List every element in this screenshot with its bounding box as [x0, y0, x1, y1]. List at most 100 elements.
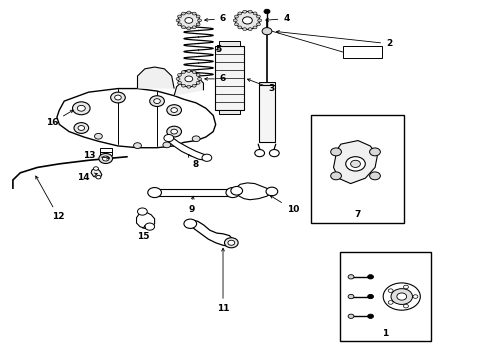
Circle shape — [253, 26, 257, 29]
Circle shape — [248, 28, 252, 31]
Circle shape — [197, 77, 201, 80]
Circle shape — [181, 71, 185, 73]
Circle shape — [115, 95, 121, 100]
Circle shape — [192, 71, 196, 73]
Circle shape — [185, 18, 193, 23]
Circle shape — [187, 69, 191, 72]
Circle shape — [154, 99, 160, 104]
Circle shape — [331, 148, 342, 156]
Bar — [259, 82, 275, 85]
Circle shape — [231, 186, 243, 195]
Circle shape — [270, 149, 279, 157]
Polygon shape — [57, 89, 216, 148]
Circle shape — [383, 283, 420, 310]
Circle shape — [202, 154, 212, 161]
Bar — [311, 116, 404, 223]
Circle shape — [369, 172, 380, 180]
Circle shape — [187, 85, 191, 88]
Circle shape — [255, 149, 265, 157]
Circle shape — [192, 84, 196, 87]
Circle shape — [224, 238, 238, 248]
Circle shape — [171, 108, 177, 112]
Circle shape — [348, 294, 354, 299]
Text: 6: 6 — [205, 75, 226, 84]
Circle shape — [256, 23, 260, 26]
Bar — [215, 45, 244, 110]
Polygon shape — [189, 220, 233, 246]
Circle shape — [192, 26, 196, 29]
Circle shape — [243, 10, 246, 13]
Text: 5: 5 — [215, 45, 221, 54]
Bar — [340, 252, 431, 341]
Circle shape — [148, 188, 161, 198]
Circle shape — [177, 81, 181, 84]
Polygon shape — [236, 183, 272, 200]
Circle shape — [192, 12, 196, 15]
Circle shape — [171, 129, 177, 134]
Polygon shape — [91, 167, 102, 178]
Circle shape — [404, 304, 409, 308]
Bar — [155, 189, 233, 196]
Circle shape — [177, 15, 181, 18]
Bar — [219, 41, 240, 45]
Circle shape — [197, 19, 201, 22]
Polygon shape — [138, 67, 174, 89]
Circle shape — [178, 71, 199, 87]
Circle shape — [369, 148, 380, 156]
Circle shape — [77, 105, 85, 111]
Text: 16: 16 — [46, 110, 73, 127]
Circle shape — [102, 156, 109, 161]
Text: 12: 12 — [36, 176, 65, 221]
Circle shape — [184, 219, 196, 228]
Circle shape — [181, 26, 185, 29]
Circle shape — [192, 136, 200, 141]
Circle shape — [331, 172, 342, 180]
Bar — [259, 85, 275, 142]
Circle shape — [150, 96, 164, 107]
Circle shape — [248, 10, 252, 13]
Circle shape — [178, 13, 199, 28]
Circle shape — [134, 143, 142, 148]
Circle shape — [404, 285, 409, 289]
Bar — [343, 45, 382, 58]
Circle shape — [96, 175, 101, 179]
Polygon shape — [174, 76, 203, 96]
Text: 6: 6 — [205, 14, 226, 23]
Text: 3: 3 — [247, 79, 275, 93]
Text: 10: 10 — [270, 195, 299, 214]
Circle shape — [238, 12, 242, 15]
Circle shape — [233, 19, 237, 22]
Circle shape — [187, 11, 191, 14]
Circle shape — [187, 27, 191, 30]
Circle shape — [94, 167, 98, 170]
Circle shape — [138, 208, 147, 215]
Circle shape — [351, 160, 361, 167]
Circle shape — [167, 105, 181, 116]
Circle shape — [196, 81, 200, 84]
Circle shape — [348, 314, 354, 319]
Text: 11: 11 — [217, 248, 229, 313]
Circle shape — [181, 12, 185, 15]
Text: 4: 4 — [266, 14, 290, 23]
Circle shape — [177, 73, 181, 76]
Circle shape — [348, 275, 354, 279]
Circle shape — [256, 15, 260, 18]
Circle shape — [243, 17, 252, 24]
Circle shape — [388, 289, 393, 292]
Circle shape — [95, 134, 102, 139]
Text: 15: 15 — [137, 226, 149, 241]
Circle shape — [185, 76, 193, 82]
Circle shape — [145, 223, 155, 230]
Circle shape — [196, 23, 200, 26]
Circle shape — [181, 84, 185, 87]
Text: 13: 13 — [83, 151, 109, 160]
Text: 7: 7 — [354, 210, 361, 219]
Circle shape — [163, 142, 171, 148]
Circle shape — [397, 293, 407, 300]
Text: 14: 14 — [77, 173, 97, 182]
Circle shape — [167, 126, 181, 137]
Circle shape — [226, 188, 240, 198]
Circle shape — [235, 23, 239, 26]
Bar — [100, 148, 112, 155]
Circle shape — [78, 126, 85, 130]
